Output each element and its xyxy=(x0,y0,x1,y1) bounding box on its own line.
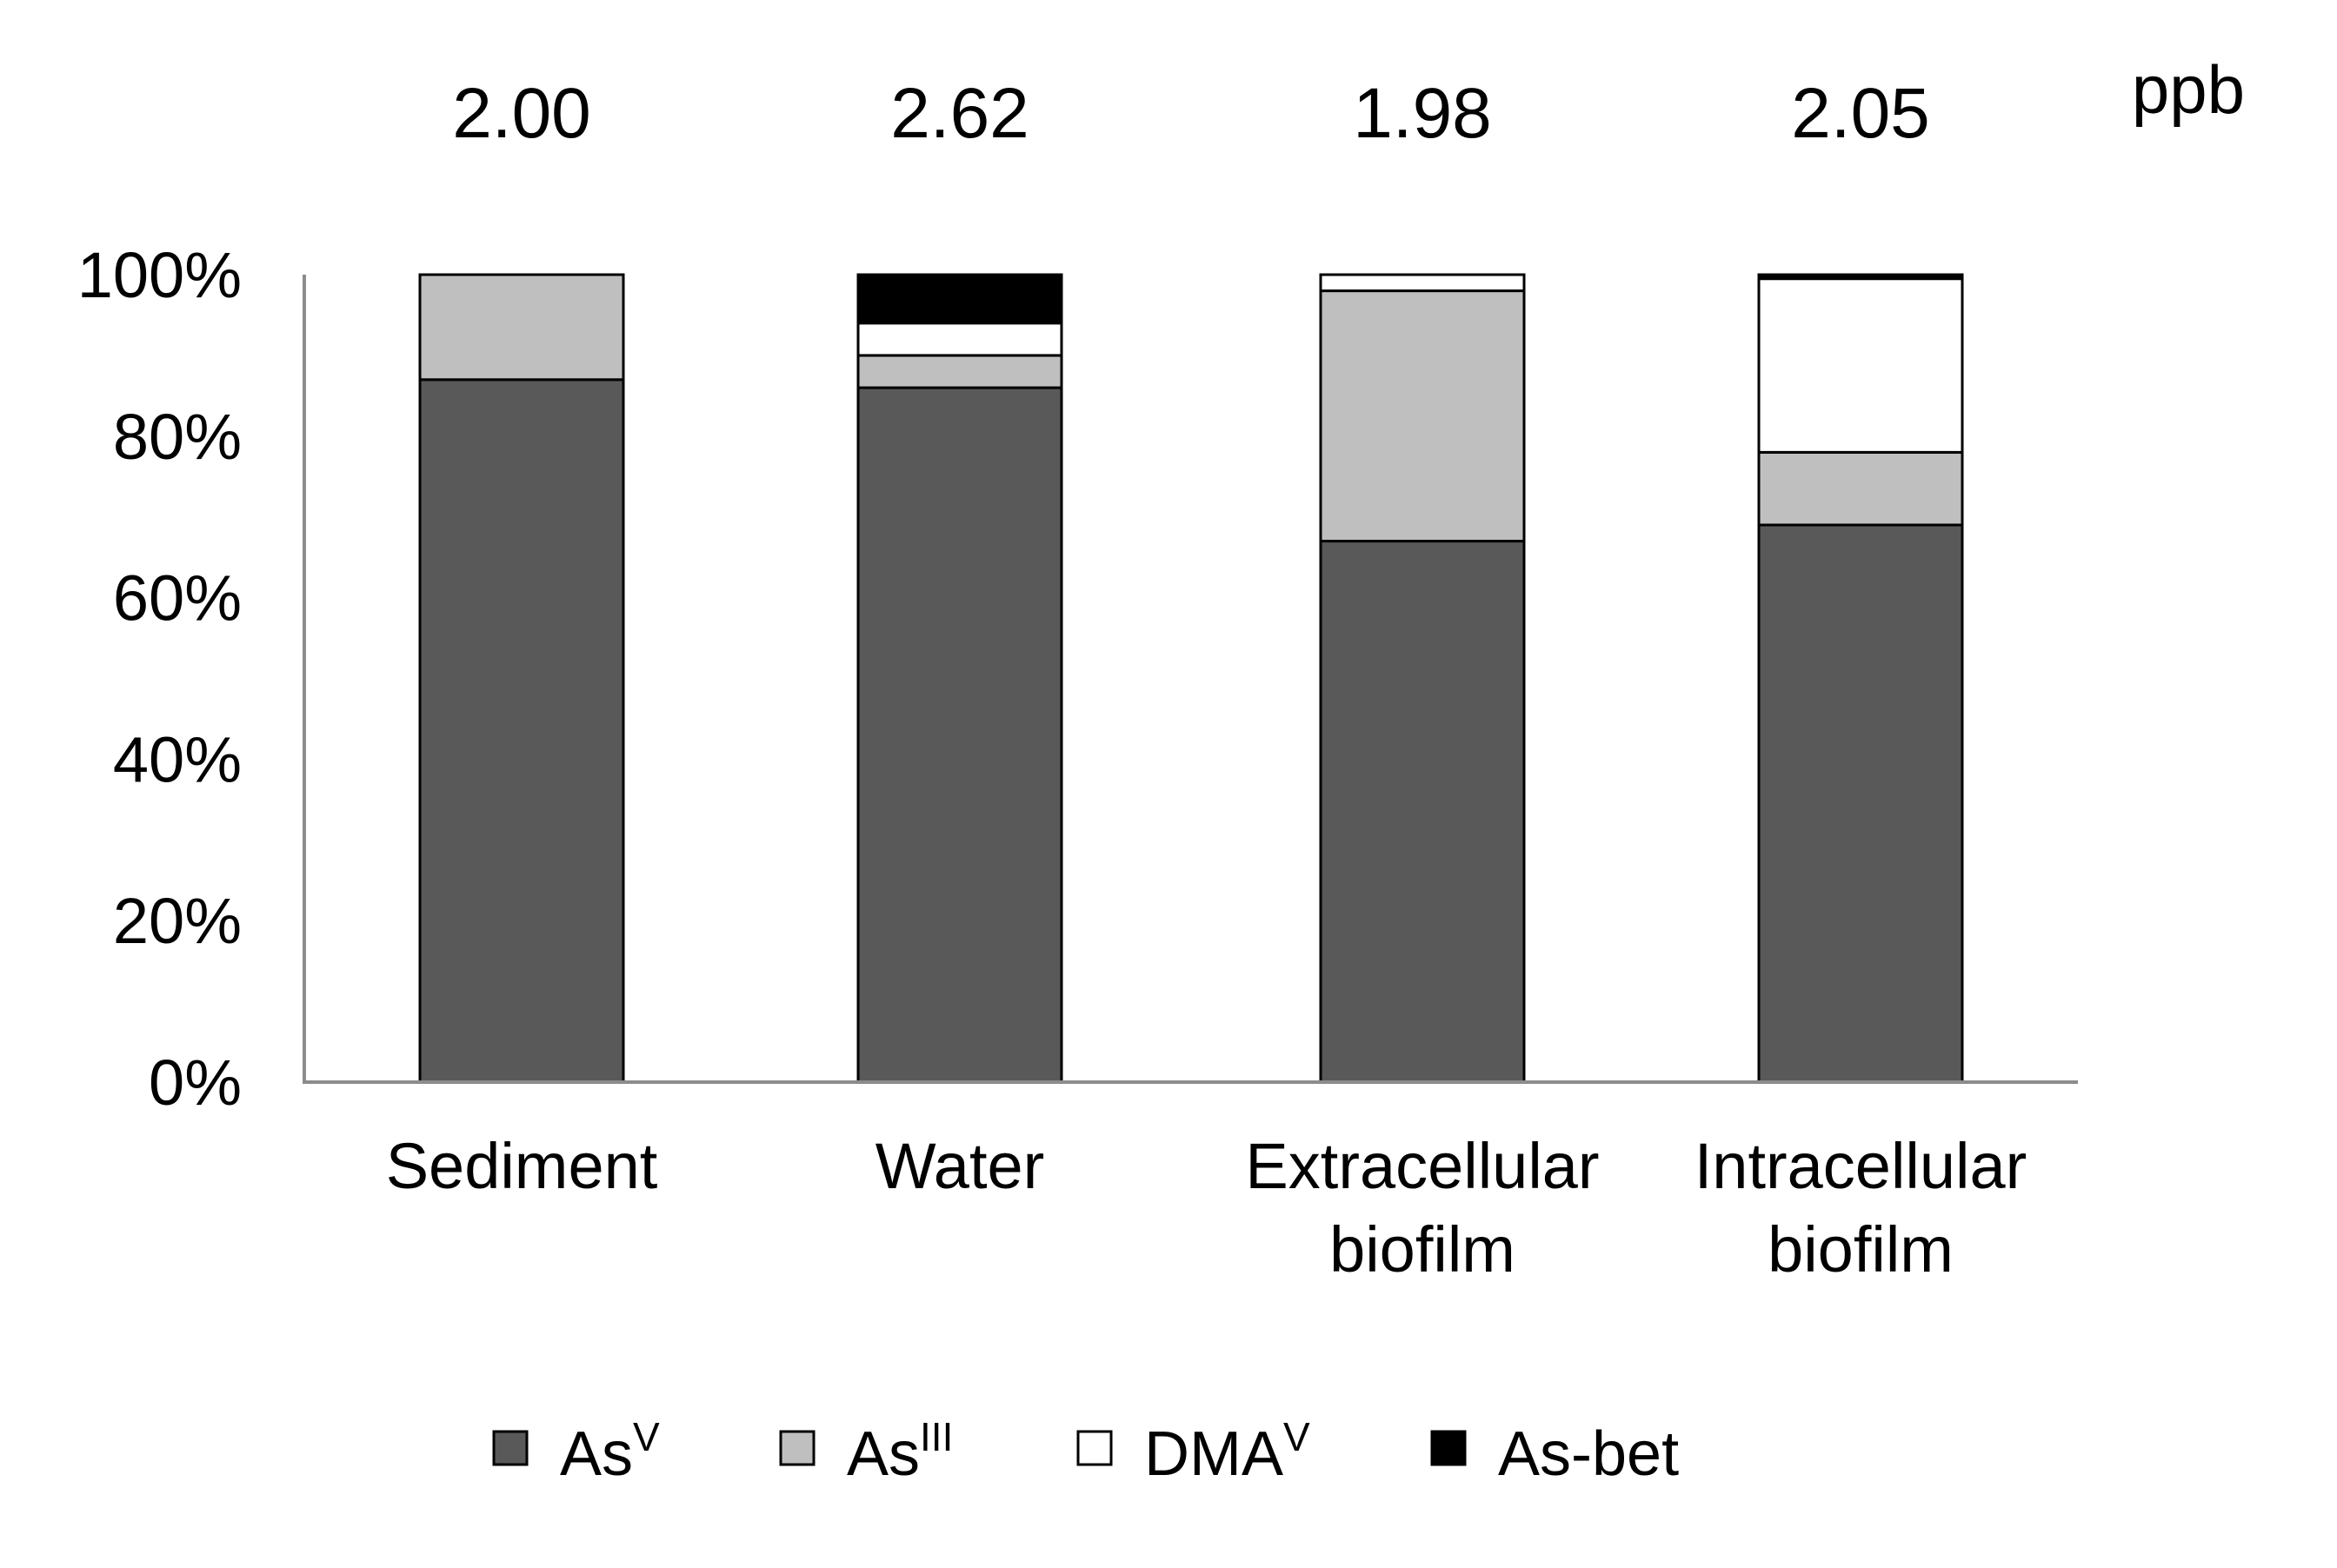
legend-swatch xyxy=(1076,1430,1113,1466)
bar-segment xyxy=(856,322,1063,357)
legend-swatch xyxy=(1430,1430,1467,1466)
bar-segment xyxy=(1757,450,1964,527)
totals-unit-label: ppb xyxy=(2132,51,2245,128)
y-tick-label: 100% xyxy=(77,239,242,311)
y-tick-label: 20% xyxy=(113,885,242,957)
total-label: 2.05 xyxy=(1791,74,1930,153)
y-tick-label: 40% xyxy=(113,723,242,795)
bar-segment xyxy=(856,354,1063,389)
y-tick-label: 0% xyxy=(149,1046,242,1119)
bar-segment xyxy=(1319,540,1526,1084)
bar-segment xyxy=(1757,273,1964,281)
total-label: 2.00 xyxy=(452,74,591,153)
y-tick-label: 80% xyxy=(113,401,242,473)
legend-label: DMAV xyxy=(1144,1414,1310,1489)
bar-segment xyxy=(856,386,1063,1084)
x-tick-label: Intracellular xyxy=(1694,1130,2027,1202)
bar-segment xyxy=(1319,273,1526,293)
legend-label: AsV xyxy=(560,1414,660,1489)
bars xyxy=(418,273,1964,1084)
bar-segment xyxy=(856,273,1063,325)
bar-segment xyxy=(418,273,625,382)
total-labels: 2.00 2.62 1.98 2.05 xyxy=(452,74,1930,153)
bar-segment xyxy=(418,378,625,1084)
legend-label: As-bet xyxy=(1498,1419,1679,1489)
x-tick-label: biofilm xyxy=(1329,1213,1515,1286)
axes xyxy=(303,275,2078,1084)
x-tick-label: Sediment xyxy=(386,1130,658,1202)
y-tick-labels: 0% 20% 40% 60% 80% 100% xyxy=(77,239,242,1119)
x-tick-label: biofilm xyxy=(1768,1213,1954,1286)
bar-segment xyxy=(1757,523,1964,1084)
y-tick-label: 60% xyxy=(113,562,242,635)
total-label: 1.98 xyxy=(1353,74,1492,153)
legend-swatch xyxy=(492,1430,529,1466)
legend-label: AsIII xyxy=(847,1414,953,1489)
legend-swatch xyxy=(779,1430,816,1466)
total-label: 2.62 xyxy=(890,74,1029,153)
bar-segment xyxy=(1319,289,1526,543)
x-tick-label: Extracellular xyxy=(1245,1130,1599,1202)
x-tick-labels: Sediment Water Extracellular biofilm Intrace… xyxy=(386,1130,2027,1286)
x-tick-label: Water xyxy=(876,1130,1045,1202)
bar-segment xyxy=(1757,277,1964,454)
legend: AsV AsIII DMAV As-bet xyxy=(492,1414,1679,1489)
